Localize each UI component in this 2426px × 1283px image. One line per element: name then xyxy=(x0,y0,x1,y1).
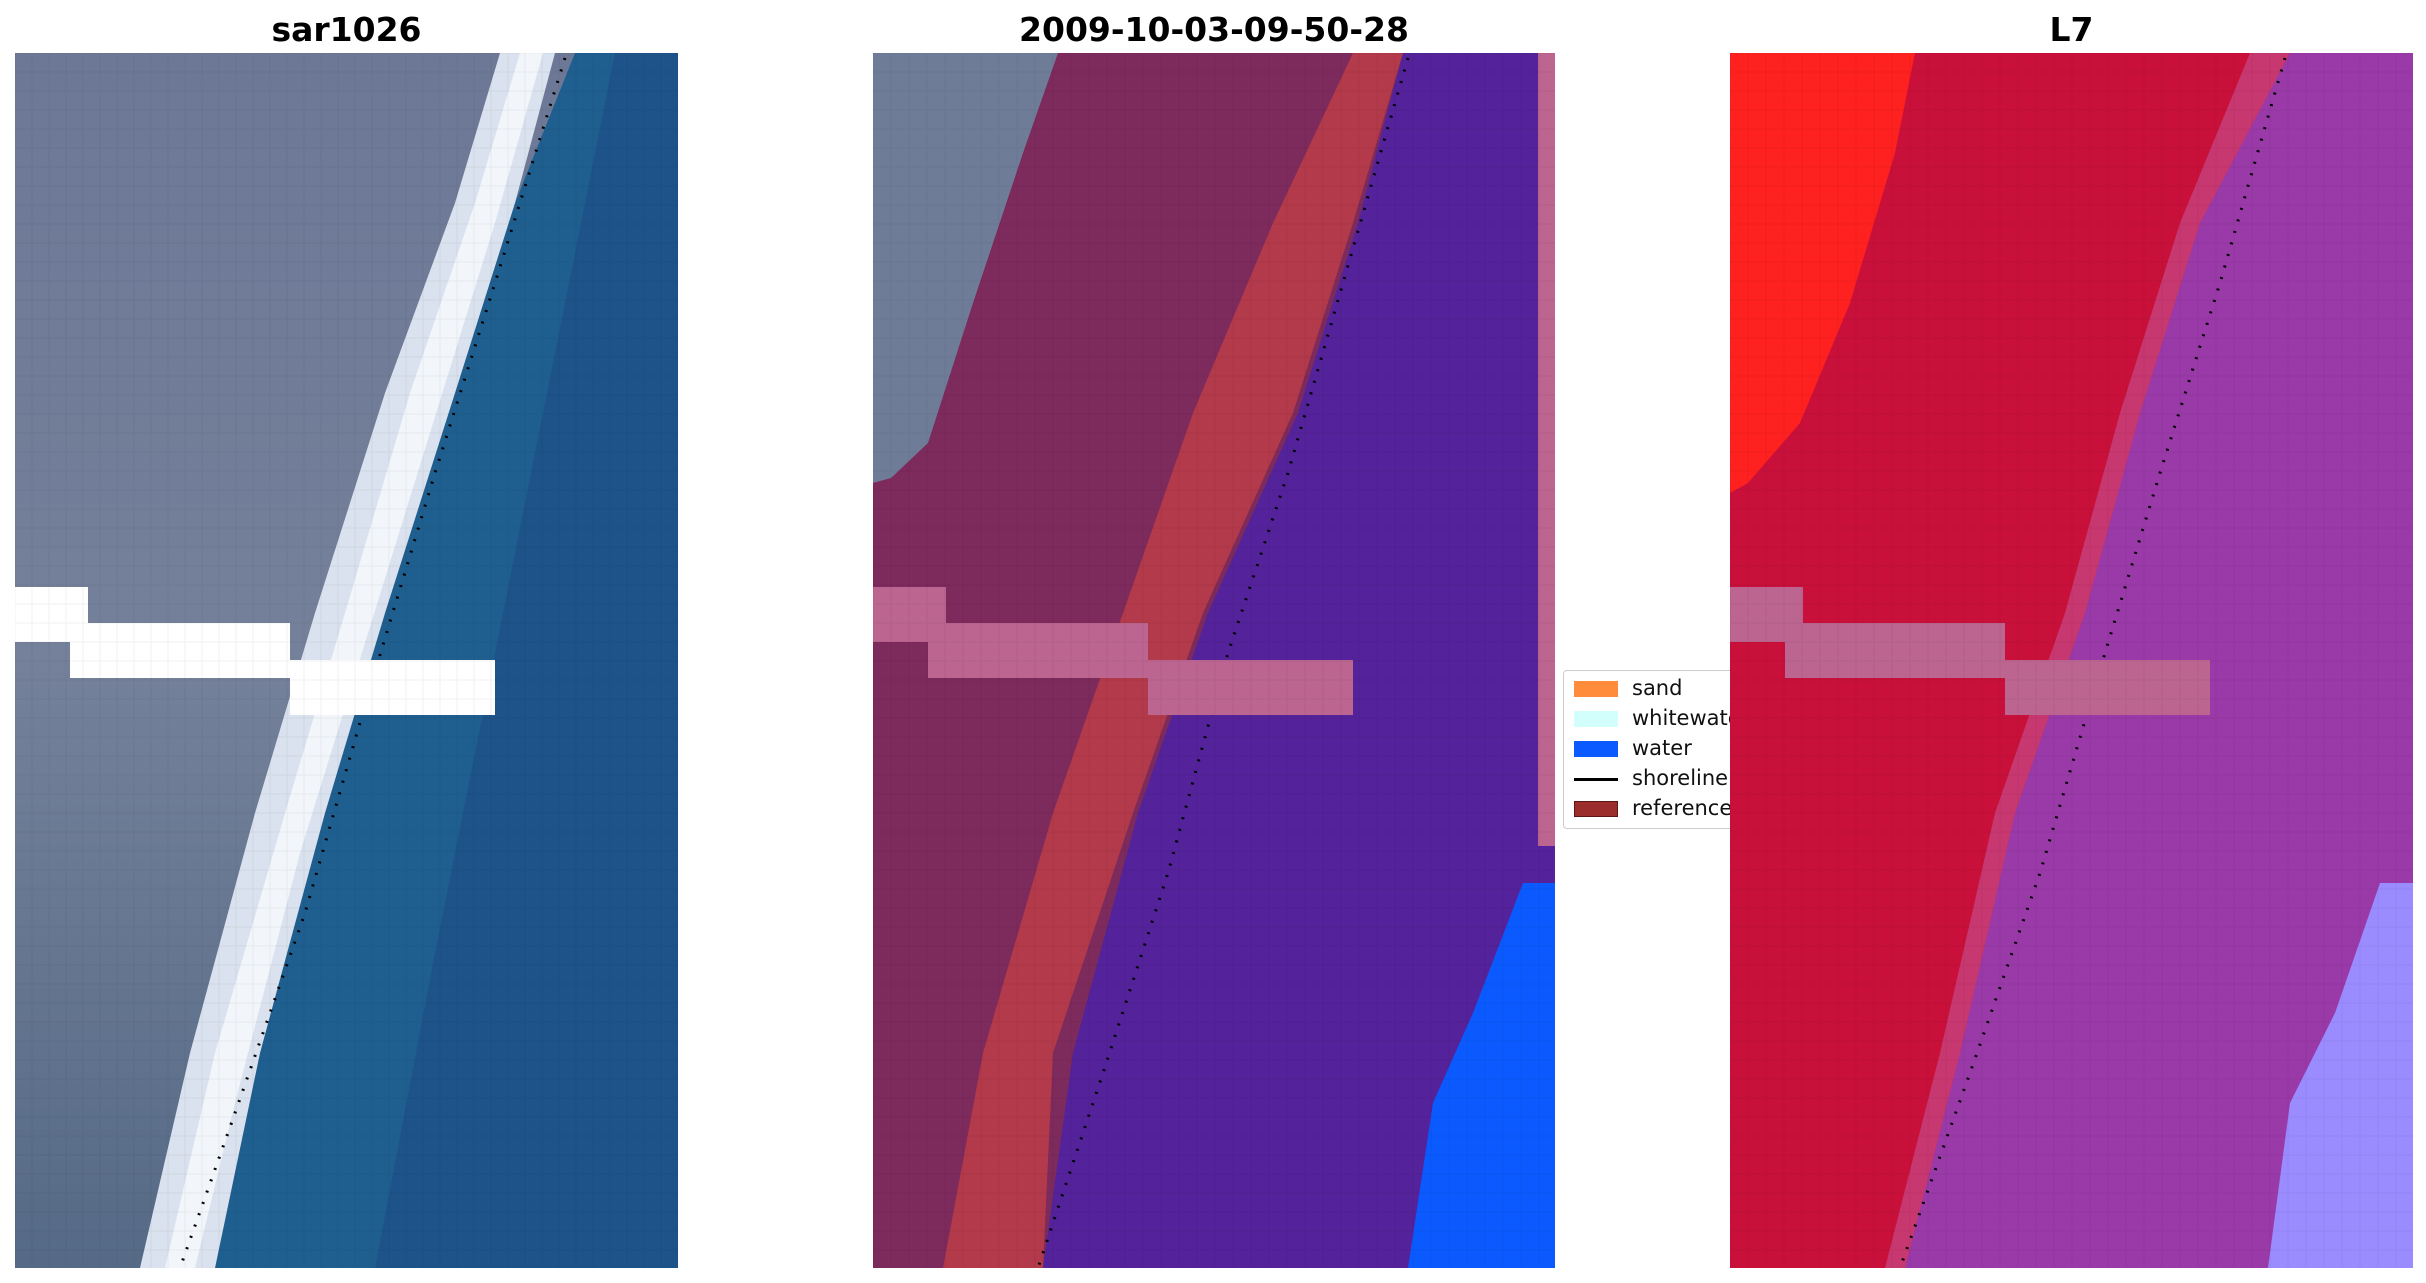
whitewater-swatch xyxy=(1574,711,1618,727)
legend-label-reference: reference xyxy=(1632,796,1733,820)
legend-item-water: water xyxy=(1564,733,1740,763)
legend-label-water: water xyxy=(1632,736,1692,760)
legend-item-whitewater: whitewater xyxy=(1564,703,1741,733)
image-panel-classification xyxy=(873,53,1555,1268)
reference-swatch xyxy=(1574,801,1618,817)
water-swatch xyxy=(1574,741,1618,757)
image-panel-sar xyxy=(15,53,678,1268)
panel-title-classification: 2009-10-03-09-50-28 xyxy=(1019,10,1409,49)
panel-title-l7: L7 xyxy=(2049,10,2094,49)
legend: sand whitewater water shoreline referenc… xyxy=(1563,670,1741,829)
shoreline-line-swatch xyxy=(1574,778,1618,781)
sand-swatch xyxy=(1574,681,1618,697)
legend-label-sand: sand xyxy=(1632,676,1683,700)
legend-item-sand: sand xyxy=(1564,673,1740,703)
legend-item-shoreline: shoreline xyxy=(1564,763,1740,793)
legend-item-reference: reference xyxy=(1564,793,1740,823)
image-panel-l7 xyxy=(1730,53,2413,1268)
legend-label-whitewater: whitewater xyxy=(1632,706,1741,730)
legend-label-shoreline: shoreline xyxy=(1632,766,1729,790)
panel-title-sar: sar1026 xyxy=(271,10,422,49)
